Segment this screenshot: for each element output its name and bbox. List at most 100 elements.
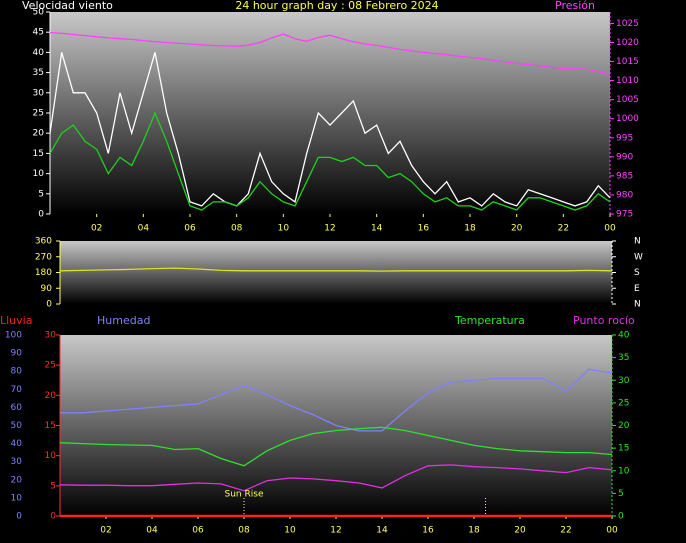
y-tick-label: N: [634, 237, 641, 247]
x-tick-label: 06: [192, 526, 204, 536]
y-tick-label: 15: [618, 444, 629, 454]
x-tick-label: 20: [511, 224, 523, 234]
y-tick-label: 5: [38, 189, 44, 199]
series-line: [59, 426, 613, 467]
chart-label: Presión: [555, 0, 595, 12]
y-tick-label: 1015: [616, 57, 639, 67]
y-tick-label: 35: [618, 353, 629, 363]
y-tick-label: 990: [616, 152, 633, 162]
y-tick-label: 45: [33, 28, 44, 38]
plot-area: [60, 241, 612, 304]
y-tick-label: 995: [616, 133, 633, 143]
y-tick-label: 0: [38, 210, 44, 220]
event-label: Sun Rise: [225, 490, 264, 500]
y-tick-label: 10: [33, 169, 45, 179]
series-line: [49, 31, 611, 76]
y-tick-label: 985: [616, 171, 633, 181]
x-tick-label: 16: [422, 526, 434, 536]
x-tick-label: 06: [184, 224, 196, 234]
y-tick-label: 975: [616, 210, 633, 220]
x-tick-label: 18: [468, 526, 480, 536]
y-tick-label: 10: [618, 466, 630, 476]
y-tick-label: 270: [35, 252, 52, 262]
y-tick-label: 1020: [616, 38, 639, 48]
x-tick-label: 22: [558, 224, 569, 234]
y-tick-label: 20: [45, 391, 57, 401]
x-tick-label: 08: [238, 526, 250, 536]
y-tick-label: 30: [618, 376, 630, 386]
y-tick-label: 90: [41, 284, 53, 294]
x-tick-label: 22: [560, 526, 571, 536]
y-tick-label: N: [634, 300, 641, 310]
y-tick-label: S: [634, 268, 640, 278]
y-tick-label: 50: [33, 8, 45, 18]
x-tick-label: 10: [278, 224, 290, 234]
y-tick-label: 1025: [616, 19, 639, 29]
y-tick-label: 10: [11, 493, 23, 503]
y-tick-label: 360: [35, 237, 52, 247]
y-tick-label: 90: [11, 349, 23, 359]
y-tick-label: 20: [33, 129, 45, 139]
y-tick-label: 1010: [616, 76, 639, 86]
y-tick-label: 25: [618, 398, 629, 408]
y-tick-label: 0: [50, 512, 56, 522]
x-tick-label: 18: [464, 224, 476, 234]
y-tick-label: 980: [616, 190, 633, 200]
y-tick-label: 1000: [616, 114, 639, 124]
x-tick-label: 00: [606, 526, 618, 536]
y-tick-label: 100: [5, 331, 22, 341]
x-tick-label: 02: [91, 224, 102, 234]
y-tick-label: 25: [45, 361, 56, 371]
series-label: Lluvia: [0, 314, 32, 327]
series-label: Humedad: [97, 314, 150, 327]
y-tick-label: 40: [33, 48, 45, 58]
y-tick-label: 0: [16, 512, 22, 522]
x-tick-label: 14: [376, 526, 388, 536]
series-line: [49, 52, 611, 207]
y-tick-label: 5: [618, 489, 624, 499]
y-tick-label: 20: [618, 421, 630, 431]
x-tick-label: 16: [418, 224, 430, 234]
y-tick-label: 0: [618, 512, 624, 522]
x-tick-label: 12: [330, 526, 341, 536]
x-tick-label: 04: [146, 526, 158, 536]
y-tick-label: E: [634, 284, 640, 294]
y-tick-label: 60: [11, 403, 23, 413]
chart-label: Velocidad viento: [22, 0, 113, 12]
series-line: [59, 464, 613, 492]
y-tick-label: 40: [618, 331, 630, 341]
y-tick-label: 40: [11, 439, 23, 449]
x-tick-label: 00: [604, 224, 616, 234]
series-line: [49, 111, 611, 211]
y-tick-label: 70: [11, 385, 23, 395]
x-tick-label: 04: [138, 224, 150, 234]
y-tick-label: 30: [45, 331, 57, 341]
y-tick-label: 1005: [616, 95, 639, 105]
x-tick-label: 20: [514, 526, 526, 536]
y-tick-label: 50: [11, 421, 23, 431]
y-tick-label: 35: [33, 68, 44, 78]
y-tick-label: 0: [46, 300, 52, 310]
chart-label: 24 hour graph day : 08 Febrero 2024: [235, 0, 438, 12]
y-tick-label: 5: [50, 481, 56, 491]
series-line: [59, 267, 613, 272]
y-tick-label: W: [634, 252, 643, 262]
y-tick-label: 30: [33, 88, 45, 98]
x-tick-label: 12: [324, 224, 335, 234]
x-tick-label: 02: [100, 526, 111, 536]
y-tick-label: 15: [45, 421, 56, 431]
plot-area: [50, 12, 610, 214]
x-tick-label: 10: [284, 526, 296, 536]
y-tick-label: 20: [11, 475, 23, 485]
series-label: Temperatura: [454, 314, 525, 327]
y-tick-label: 15: [33, 149, 44, 159]
series-line: [60, 368, 613, 432]
y-tick-label: 30: [11, 457, 23, 467]
y-tick-label: 180: [35, 268, 52, 278]
y-tick-label: 10: [45, 451, 57, 461]
x-tick-label: 14: [371, 224, 383, 234]
y-tick-label: 25: [33, 109, 44, 119]
y-tick-label: 80: [11, 367, 23, 377]
series-label: Punto rocío: [573, 314, 635, 327]
